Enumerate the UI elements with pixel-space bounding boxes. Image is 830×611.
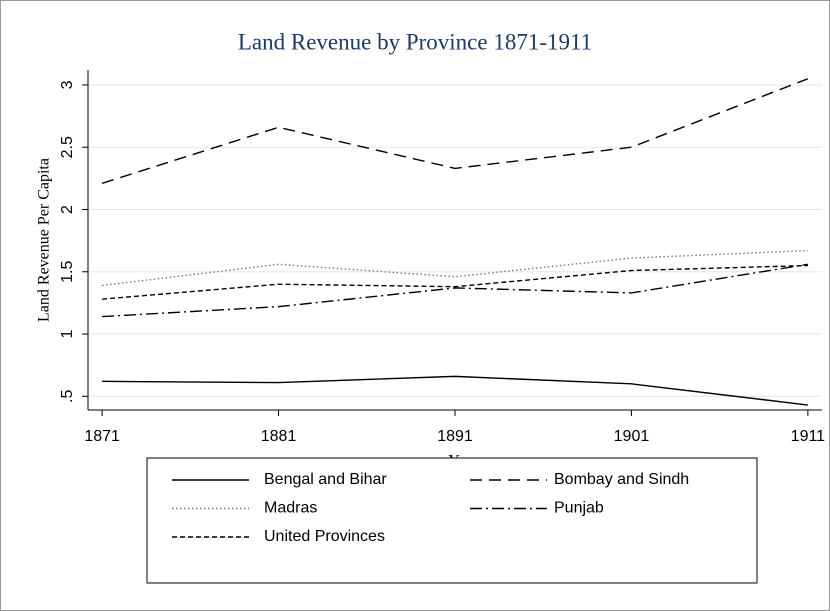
legend-label: Madras	[264, 500, 317, 517]
y-tick-label: .5	[59, 390, 76, 403]
series-line	[102, 375, 808, 406]
x-tick-label: 1911	[791, 428, 826, 445]
legend-box	[146, 457, 758, 584]
series-line	[101, 78, 809, 185]
y-tick-label: 2.5	[59, 136, 76, 158]
legend-label: Punjab	[554, 500, 604, 517]
y-tick-label: 2	[59, 205, 76, 214]
y-tick-label: 1.5	[59, 261, 76, 283]
y-tick-label: 1	[59, 329, 76, 338]
legend-label: Bengal and Bihar	[264, 471, 387, 488]
x-tick-label: 1901	[614, 428, 650, 445]
x-tick-label: 1881	[261, 428, 297, 445]
y-axis-title: Land Revenue Per Capita	[36, 158, 53, 322]
x-tick-label: 1891	[437, 428, 473, 445]
chart-title: Land Revenue by Province 1871-1911	[238, 29, 592, 54]
series-line	[102, 264, 808, 300]
y-tick-label: 3	[59, 80, 76, 89]
legend-label: Bombay and Sindh	[554, 471, 689, 488]
legend-label: United Provinces	[264, 528, 385, 545]
x-tick-label: 1871	[84, 428, 120, 445]
series-line	[102, 263, 808, 318]
